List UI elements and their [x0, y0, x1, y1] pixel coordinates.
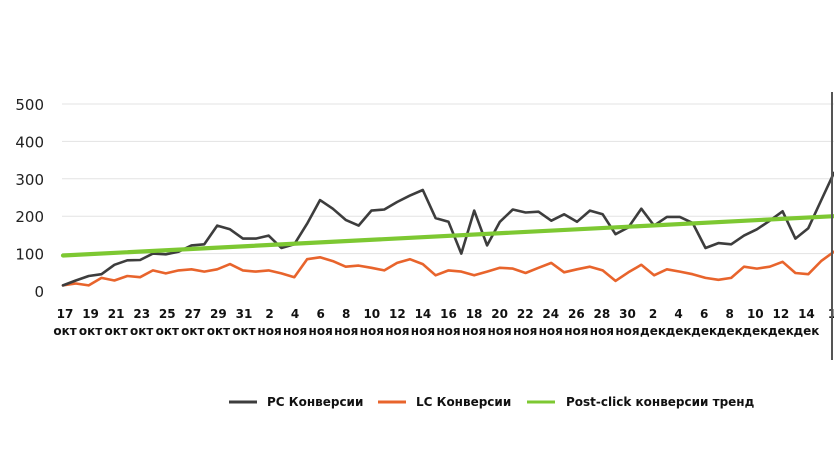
x-tick-day: 12 [389, 307, 406, 321]
x-tick-day: 28 [594, 307, 611, 321]
y-tick-label: 0 [34, 283, 44, 301]
x-tick-month: дек [717, 324, 743, 338]
x-axis: 17окт19окт21окт23окт25окт27окт29окт31окт… [53, 307, 834, 338]
x-tick-month: ноя [564, 324, 588, 338]
x-tick-day: 8 [342, 307, 350, 321]
x-tick-month: ноя [513, 324, 537, 338]
x-tick-day: 14 [415, 307, 432, 321]
series-line-1 [61, 250, 834, 287]
x-tick-day: 27 [184, 307, 201, 321]
x-tick-month: дек [742, 324, 768, 338]
x-tick-day: 4 [674, 307, 682, 321]
x-tick-day: 31 [236, 307, 253, 321]
x-tick-month: окт [53, 324, 76, 338]
x-tick-month: дек [793, 324, 819, 338]
x-tick-day: 14 [798, 307, 815, 321]
x-tick-month: ноя [436, 324, 460, 338]
x-tick-month: ноя [615, 324, 639, 338]
x-tick-day: 10 [363, 307, 380, 321]
x-tick-month: ноя [539, 324, 563, 338]
x-tick-month: ноя [488, 324, 512, 338]
x-tick-day: 22 [517, 307, 534, 321]
x-tick-month: окт [156, 324, 179, 338]
x-tick-month: ноя [309, 324, 333, 338]
x-tick-day: 25 [159, 307, 176, 321]
x-tick-month: дек [640, 324, 666, 338]
y-tick-label: 100 [15, 246, 44, 264]
x-tick-day: 8 [726, 307, 734, 321]
y-tick-label: 500 [15, 96, 44, 114]
x-tick-day: 1 [828, 307, 834, 321]
legend-label: LC Конверсии [416, 395, 511, 409]
legend-label: PC Конверсии [267, 395, 363, 409]
x-tick-month: окт [232, 324, 255, 338]
x-tick-day: 30 [619, 307, 636, 321]
x-tick-day: 10 [747, 307, 764, 321]
x-tick-month: дек [691, 324, 717, 338]
x-tick-month: ноя [385, 324, 409, 338]
grid [62, 103, 834, 255]
x-tick-day: 6 [700, 307, 708, 321]
x-tick-day: 21 [108, 307, 125, 321]
y-tick-label: 300 [15, 171, 44, 189]
x-tick-day: 4 [291, 307, 299, 321]
legend-label: Post-click конверсии тренд [566, 395, 755, 409]
legend: PC Конверсии LC Конверсии Post-click конве… [229, 395, 755, 409]
plot-area [60, 171, 834, 287]
x-tick-month: ноя [334, 324, 358, 338]
y-axis: 0 100 200 300 400 500 [15, 96, 44, 301]
x-tick-month: окт [104, 324, 127, 338]
x-tick-month: ноя [360, 324, 384, 338]
x-tick-day: 26 [568, 307, 585, 321]
x-tick-month: ноя [283, 324, 307, 338]
x-tick-month: ноя [590, 324, 614, 338]
x-tick-day: 18 [466, 307, 483, 321]
x-tick-month: дек [768, 324, 794, 338]
x-tick-month: дек [666, 324, 692, 338]
x-tick-day: 16 [440, 307, 457, 321]
x-tick-day: 17 [57, 307, 74, 321]
x-tick-day: 24 [542, 307, 559, 321]
y-tick-label: 200 [15, 208, 44, 226]
x-tick-month: окт [207, 324, 230, 338]
series-line-0 [61, 171, 834, 287]
x-tick-day: 2 [265, 307, 273, 321]
x-tick-month: ноя [462, 324, 486, 338]
x-tick-day: 12 [773, 307, 790, 321]
x-tick-day: 19 [82, 307, 99, 321]
x-tick-month: окт [79, 324, 102, 338]
y-tick-label: 400 [15, 133, 44, 151]
x-tick-month: ноя [411, 324, 435, 338]
x-tick-month: окт [181, 324, 204, 338]
x-tick-day: 29 [210, 307, 227, 321]
x-tick-month: окт [130, 324, 153, 338]
x-tick-day: 20 [491, 307, 508, 321]
series-line-2 [60, 214, 834, 258]
x-tick-day: 6 [316, 307, 324, 321]
x-tick-month: ноя [257, 324, 281, 338]
x-tick-day: 23 [133, 307, 150, 321]
x-tick-day: 2 [649, 307, 657, 321]
